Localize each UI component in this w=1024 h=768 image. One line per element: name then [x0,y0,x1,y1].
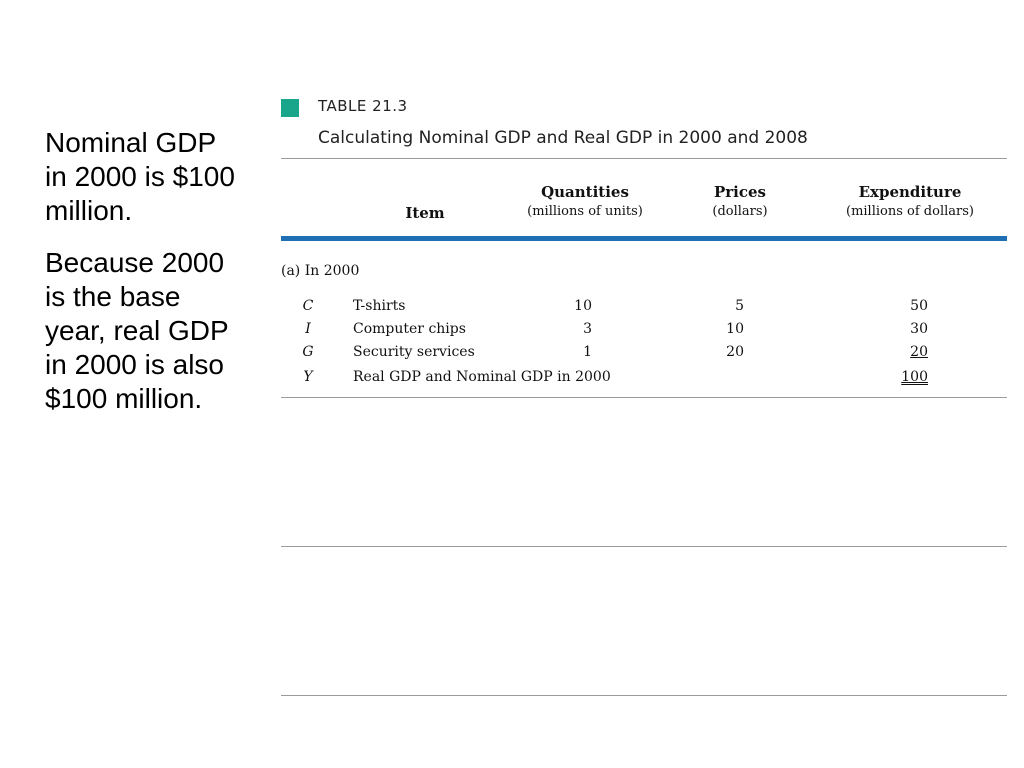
column-header-label: Prices [713,183,766,201]
divider-section-b [281,546,1007,547]
column-header-label: Expenditure [858,183,962,201]
column-header-quantities: Quantities (millions of units) [505,183,665,221]
row-expenditure: 30 [910,321,928,337]
row-symbol: Y [303,369,313,385]
column-header-label: Item [405,204,445,222]
notes-panel: Nominal GDP in 2000 is $100 million. Bec… [45,126,235,434]
row-item: Security services [353,344,475,360]
row-symbol: I [305,321,311,337]
column-header-sublabel: (dollars) [712,204,768,219]
table-title: Calculating Nominal GDP and Real GDP in … [318,128,808,148]
column-header-label: Quantities [541,183,629,201]
column-header-sublabel: (millions of units) [527,204,643,219]
row-quantity: 1 [583,344,592,360]
section-heading: (a) In 2000 [281,263,360,279]
row-expenditure: 50 [910,298,928,314]
table-marker-icon [281,99,299,117]
row-symbol: C [302,298,314,314]
column-header-item: Item [380,204,470,223]
row-expenditure: 100 [901,369,928,385]
row-price: 20 [726,344,744,360]
table-label: TABLE 21.3 [318,97,408,115]
column-header-sublabel: (millions of dollars) [846,204,974,219]
header-divider [281,236,1007,241]
divider-bottom [281,695,1007,696]
row-quantity: 10 [574,298,592,314]
row-quantity: 3 [583,321,592,337]
divider-section-a [281,397,1007,398]
row-item: Computer chips [353,321,466,337]
column-header-prices: Prices (dollars) [690,183,790,221]
row-item: Real GDP and Nominal GDP in 2000 [353,369,611,385]
note-nominal-gdp: Nominal GDP in 2000 is $100 million. [45,127,235,226]
column-header-expenditure: Expenditure (millions of dollars) [825,183,995,221]
row-expenditure: 20 [910,344,928,360]
row-symbol: G [302,344,314,360]
row-price: 5 [735,298,744,314]
divider-top [281,158,1007,159]
note-real-gdp: Because 2000 is the base year, real GDP … [45,247,229,414]
row-price: 10 [726,321,744,337]
row-item: T-shirts [353,298,406,314]
